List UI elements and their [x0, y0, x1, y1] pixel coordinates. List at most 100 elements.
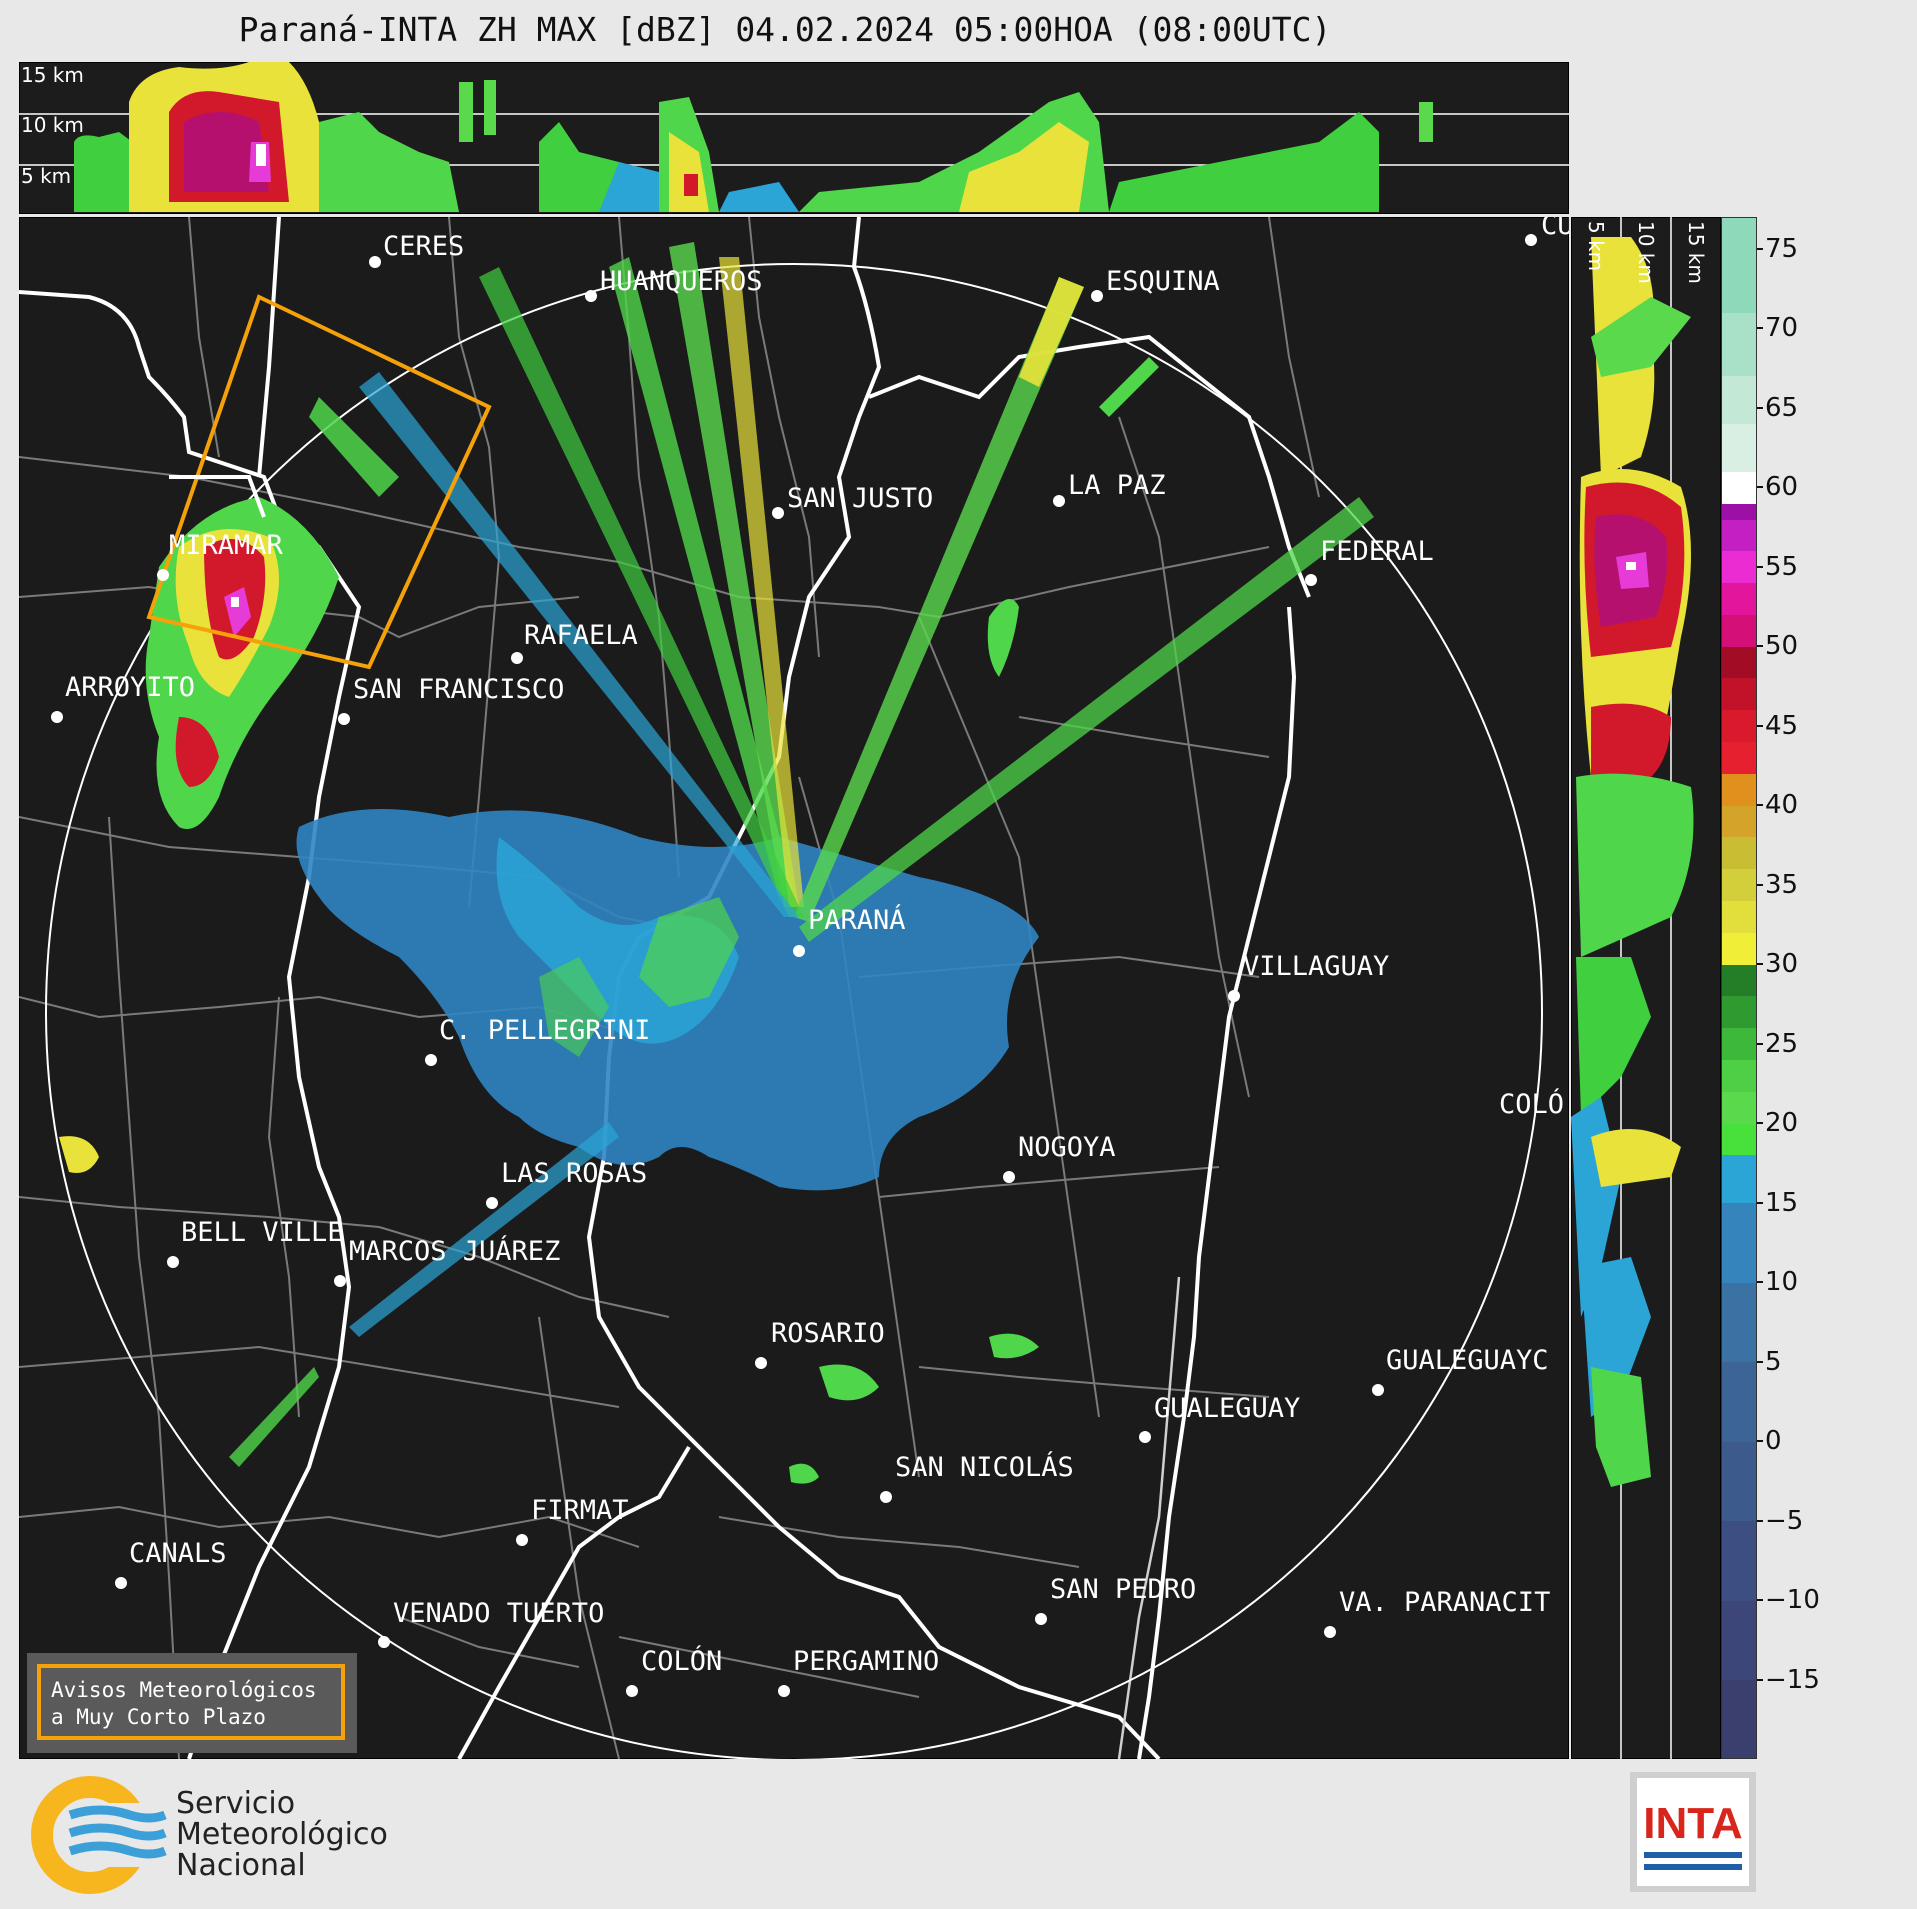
city-label-cu: CU: [1541, 217, 1569, 241]
colorbar-tick-label: 5: [1765, 1346, 1782, 1377]
inta-logo: INTA: [1630, 1772, 1756, 1892]
side-height-profile: 5 km 10 km 15 km: [1571, 217, 1721, 1759]
city-label-san-pedro: SAN PEDRO: [1050, 1574, 1196, 1605]
city-dot-san-francisco: [338, 713, 350, 725]
smn-logo-line1: Servicio: [176, 1786, 296, 1821]
colorbar-band: [1721, 1600, 1757, 1680]
city-label-firmat: FIRMAT: [531, 1495, 629, 1526]
colorbar-band: [1721, 1202, 1757, 1283]
city-dot-gualeguay: [1139, 1431, 1151, 1443]
colorbar-tick: [1757, 804, 1763, 807]
colorbar-tick: [1757, 1440, 1763, 1443]
top-height-profile: 15 km 10 km 5 km: [19, 62, 1569, 214]
colorbar-tick-label: −5: [1765, 1505, 1804, 1536]
warning-legend-line1: Avisos Meteorológicos: [51, 1678, 317, 1702]
colorbar-tick: [1757, 724, 1763, 727]
colorbar-band: [1721, 471, 1757, 504]
colorbar-tick-label: −15: [1765, 1664, 1820, 1695]
warning-legend[interactable]: Avisos Meteorológicos a Muy Corto Plazo: [27, 1653, 357, 1753]
city-dot-bell-ville: [167, 1256, 179, 1268]
city-label-colon: COLÓN: [641, 1645, 722, 1677]
city-dot-san-nicolas: [880, 1491, 892, 1503]
city-label-la-paz: LA PAZ: [1068, 470, 1166, 501]
side-height-label-10km: 10 km: [1634, 221, 1658, 284]
smn-logo-text: Servicio Meteorológico Nacional: [176, 1788, 388, 1881]
city-label-pergamino: PERGAMINO: [793, 1646, 939, 1677]
city-label-marcos-juarez: MARCOS JUÁREZ: [349, 1235, 560, 1267]
colorbar-band: [1721, 550, 1757, 584]
colorbar-band: [1721, 375, 1757, 425]
colorbar-tick: [1757, 1519, 1763, 1522]
side-profile-echoes: [1571, 237, 1694, 1487]
colorbar-band: [1721, 773, 1757, 806]
colorbar-band: [1721, 741, 1757, 774]
colorbar-band: [1721, 1282, 1757, 1363]
colorbar-tick-label: 30: [1765, 949, 1799, 980]
colorbar-tick: [1757, 327, 1763, 330]
colorbar-tick: [1757, 1201, 1763, 1204]
city-dot-nogoya: [1003, 1171, 1015, 1183]
colorbar-tick-label: 60: [1765, 472, 1799, 503]
city-label-parana: PARANÁ: [808, 904, 906, 936]
city-dot-san-pedro: [1035, 1613, 1047, 1625]
colorbar-tick: [1757, 1599, 1763, 1602]
colorbar-tick: [1757, 1281, 1763, 1284]
city-label-venado-tuerto: VENADO TUERTO: [393, 1598, 604, 1629]
colorbar-band: [1721, 709, 1757, 743]
colorbar-tick: [1757, 1678, 1763, 1681]
city-label-gualeguay: GUALEGUAY: [1154, 1393, 1300, 1424]
colorbar-band: [1721, 582, 1757, 615]
city-dot-colon: [626, 1685, 638, 1697]
city-label-las-rosas: LAS ROSAS: [501, 1158, 647, 1189]
colorbar-band: [1721, 1154, 1757, 1204]
colorbar-band: [1721, 503, 1757, 520]
city-label-villaguay: VILLAGUAY: [1243, 951, 1389, 982]
smn-logo-line3: Nacional: [176, 1848, 306, 1883]
radar-range-circle: [45, 263, 1543, 1759]
city-dot-san-justo: [772, 507, 784, 519]
warning-polygon[interactable]: [146, 294, 492, 670]
colorbar-tick: [1757, 247, 1763, 250]
warning-legend-line2: a Muy Corto Plazo: [51, 1705, 266, 1729]
city-label-rafaela: RAFAELA: [524, 620, 638, 651]
colorbar-tick: [1757, 883, 1763, 886]
city-dot-marcos-juarez: [334, 1275, 346, 1287]
top-height-label-5km: 5 km: [21, 164, 71, 188]
city-label-c-pellegrini: C. PELLEGRINI: [439, 1015, 650, 1046]
colorbar-tick: [1757, 1360, 1763, 1363]
colorbar-band: [1721, 423, 1757, 472]
province-borders: [19, 217, 1311, 1759]
colorbar-band: [1721, 1123, 1757, 1156]
colorbar-tick: [1757, 565, 1763, 568]
colorbar-band: [1721, 614, 1757, 647]
colorbar-tick: [1757, 486, 1763, 489]
colorbar-band: [1721, 1520, 1757, 1601]
city-dot-c-pellegrini: [425, 1054, 437, 1066]
city-dot-huanqueros: [585, 290, 597, 302]
city-label-miramar: MIRAMAR: [169, 530, 284, 561]
city-dot-arroyito: [51, 711, 63, 723]
city-dot-rosario: [755, 1357, 767, 1369]
colorbar-band: [1721, 1027, 1757, 1061]
colorbar-tick-label: −10: [1765, 1585, 1820, 1616]
colorbar-tick-label: 25: [1765, 1028, 1799, 1059]
radar-echoes: [59, 242, 1374, 1484]
colorbar-tick-label: 70: [1765, 313, 1799, 344]
inta-logo-text: INTA: [1643, 1799, 1742, 1848]
colorbar-tick-label: 50: [1765, 631, 1799, 662]
city-dot-rafaela: [511, 652, 523, 664]
dbz-colorbar-labels: 75 70 65 60 55 50 45 40 35 30 25 20 15 10 5 0 −5 −10 −15: [1757, 217, 1917, 1759]
radar-map[interactable]: CERES HUANQUEROS ESQUINA CU SAN JUSTO LA…: [19, 217, 1569, 1759]
colorbar-band: [1721, 964, 1757, 997]
colorbar-band: [1721, 217, 1757, 313]
city-dot-miramar: [157, 569, 169, 581]
city-dot-gualeguaychu: [1372, 1384, 1384, 1396]
colorbar-band: [1721, 805, 1757, 838]
city-dot-va-paranacito: [1324, 1626, 1336, 1638]
city-dot-ceres: [369, 256, 381, 268]
dbz-colorbar: [1721, 217, 1757, 1760]
colorbar-band: [1721, 932, 1757, 965]
colorbar-band: [1721, 312, 1757, 377]
colorbar-band: [1721, 1091, 1757, 1124]
city-dot-parana: [793, 945, 805, 957]
